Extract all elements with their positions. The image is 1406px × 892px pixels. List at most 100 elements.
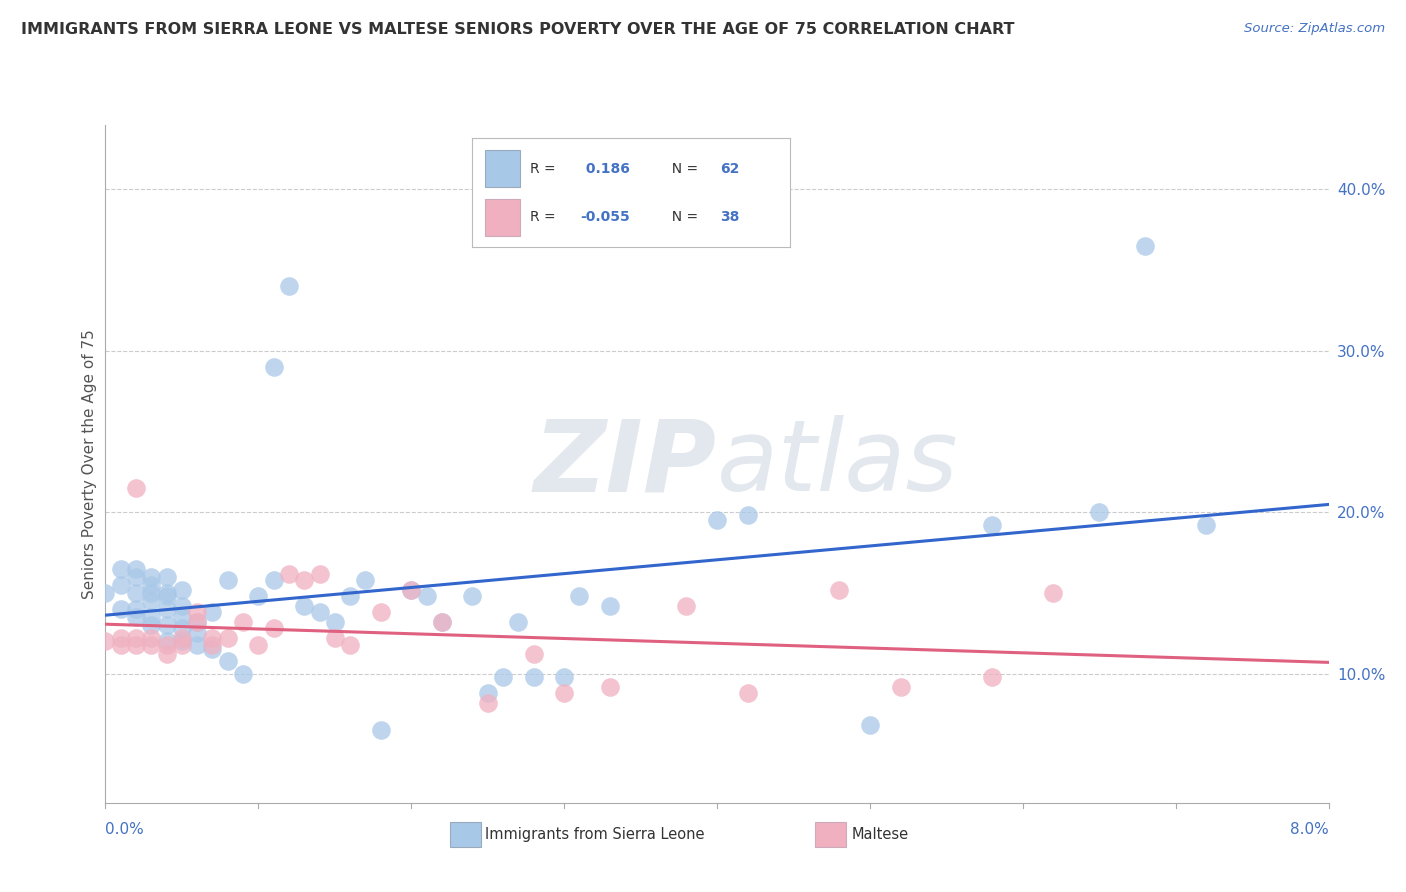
Point [170, 638, 193, 652]
Text: IMMIGRANTS FROM SIERRA LEONE VS MALTESE SENIORS POVERTY OVER THE AGE OF 75 CORRE: IMMIGRANTS FROM SIERRA LEONE VS MALTESE … [21, 22, 1015, 37]
Point [508, 615, 530, 629]
Point [492, 670, 515, 684]
Point [263, 573, 285, 587]
Point [155, 638, 177, 652]
Text: Source: ZipAtlas.com: Source: ZipAtlas.com [1244, 22, 1385, 36]
Point [523, 670, 546, 684]
Point [1088, 505, 1111, 519]
Point [981, 518, 1004, 533]
Point [141, 610, 163, 624]
Point [430, 615, 453, 629]
Point [461, 589, 484, 603]
Point [186, 615, 208, 629]
Text: 0.0%: 0.0% [105, 822, 145, 838]
Point [1195, 518, 1218, 533]
Point [828, 582, 851, 597]
Point [553, 670, 575, 684]
Point [232, 666, 254, 681]
Point [399, 582, 422, 597]
Point [155, 589, 177, 603]
Point [263, 359, 285, 374]
Point [125, 610, 148, 624]
Point [155, 570, 177, 584]
Point [232, 615, 254, 629]
Point [339, 638, 361, 652]
Point [675, 599, 697, 613]
Point [141, 570, 163, 584]
Point [125, 602, 148, 616]
Point [110, 562, 132, 576]
Point [170, 599, 193, 613]
Point [186, 615, 208, 629]
Point [523, 648, 546, 662]
Point [292, 599, 315, 613]
Point [186, 605, 208, 619]
Point [201, 631, 224, 645]
Point [370, 723, 392, 738]
Text: ZIP: ZIP [534, 416, 717, 512]
Point [141, 586, 163, 600]
Point [308, 605, 330, 619]
Point [125, 481, 148, 495]
Point [201, 638, 224, 652]
Point [155, 618, 177, 632]
Point [737, 686, 759, 700]
Point [323, 631, 346, 645]
Point [553, 686, 575, 700]
Point [141, 631, 163, 645]
Point [141, 594, 163, 608]
Point [141, 618, 163, 632]
Point [125, 631, 148, 645]
Point [247, 638, 270, 652]
Point [981, 670, 1004, 684]
Point [568, 589, 591, 603]
Point [354, 573, 377, 587]
Point [201, 642, 224, 657]
Text: 8.0%: 8.0% [1289, 822, 1329, 838]
Point [110, 631, 132, 645]
Point [477, 686, 499, 700]
Point [217, 631, 239, 645]
Point [94, 586, 117, 600]
Text: Immigrants from Sierra Leone: Immigrants from Sierra Leone [485, 828, 704, 842]
Point [217, 654, 239, 668]
Point [170, 582, 193, 597]
Point [292, 573, 315, 587]
Point [278, 279, 301, 293]
Point [125, 586, 148, 600]
Point [186, 626, 208, 640]
Text: atlas: atlas [717, 416, 959, 512]
Point [141, 578, 163, 592]
Point [170, 631, 193, 645]
Point [889, 680, 911, 694]
Point [599, 599, 621, 613]
Point [201, 605, 224, 619]
Point [125, 562, 148, 576]
Point [94, 634, 117, 648]
Point [706, 513, 728, 527]
Point [247, 589, 270, 603]
Point [155, 634, 177, 648]
Point [1042, 586, 1064, 600]
Point [430, 615, 453, 629]
Text: Maltese: Maltese [852, 828, 910, 842]
Point [110, 602, 132, 616]
Point [110, 578, 132, 592]
Point [278, 566, 301, 581]
Point [339, 589, 361, 603]
Point [370, 605, 392, 619]
Point [415, 589, 437, 603]
Point [1133, 239, 1156, 253]
Point [125, 570, 148, 584]
Point [170, 622, 193, 636]
Point [308, 566, 330, 581]
Point [155, 602, 177, 616]
Point [186, 638, 208, 652]
Point [170, 610, 193, 624]
Point [399, 582, 422, 597]
Point [477, 696, 499, 710]
Point [155, 586, 177, 600]
Y-axis label: Seniors Poverty Over the Age of 75: Seniors Poverty Over the Age of 75 [82, 329, 97, 599]
Point [125, 638, 148, 652]
Point [155, 648, 177, 662]
